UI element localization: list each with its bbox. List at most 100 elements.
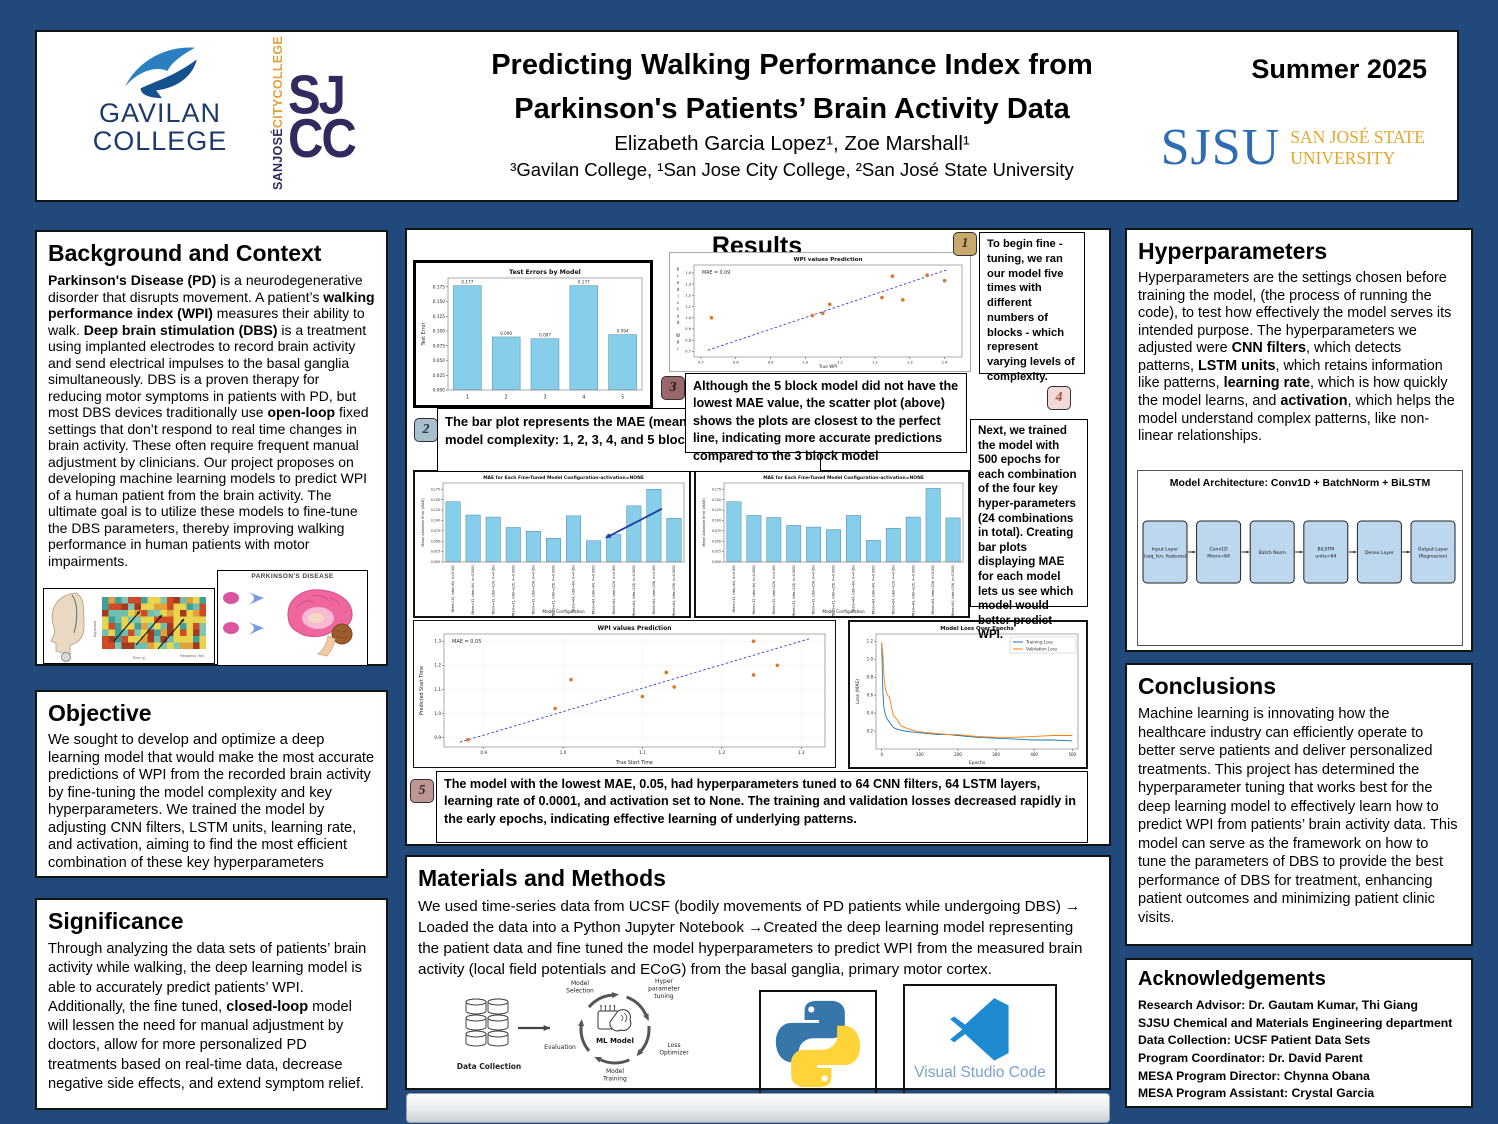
svg-text:0.8: 0.8 [685,338,691,342]
svg-text:1.0: 1.0 [560,750,567,755]
note-3-text: Although the 5 block model did not have … [693,379,959,463]
svg-text:filters=64, lstm=64, lr=0.0001: filters=64, lstm=64, lr=0.0001 [592,565,596,615]
svg-text:0.050: 0.050 [712,539,721,543]
parkinsons-brain-image [223,589,353,657]
svg-text:0.177: 0.177 [578,280,590,285]
bottom-scrollbar[interactable] [406,1093,1110,1123]
svg-text:filters=32, lstm=256, lr=0.000: filters=32, lstm=256, lr=0.0001 [832,565,836,616]
background-body: Parkinson's Disease (PD) is a neurodegen… [48,272,375,569]
svg-text:Input Layer: Input Layer [1152,546,1178,552]
note-5-text: The model with the lowest MAE, 0.05, had… [444,777,1076,826]
svg-text:Mean Absolute Error (MAE): Mean Absolute Error (MAE) [421,498,425,547]
svg-text:WPI values Prediction: WPI values Prediction [794,257,863,263]
svg-text:1.4: 1.4 [942,361,948,365]
sjcc-vertical-text: SANJOSÉCITYCOLLEGE [271,36,285,190]
dbs-head-spectrogram-image: Log power Time (s) Frequency (Hz) [50,592,206,662]
svg-text:Dense Layer: Dense Layer [1365,550,1394,556]
svg-text:filters=32, lstm=128, lr=0.000: filters=32, lstm=128, lr=0.0001 [511,565,515,616]
note-4: Next, we trained the model with 500 epoc… [970,419,1088,641]
note-2-badge: 2 [414,418,438,442]
svg-text:filters=64, lstm=64, lr=0.001: filters=64, lstm=64, lr=0.001 [572,565,576,612]
note-1-text: To begin fine - tuning, we ran our model… [987,238,1075,384]
svg-text:1.2: 1.2 [434,663,441,668]
svg-text:ML Model: ML Model [596,1037,634,1045]
test-errors-bar-chart: 0.000 0.025 0.050 0.075 0.100 0.125 0.150 0.175… [413,260,653,408]
svg-text:1.3: 1.3 [798,750,805,755]
svg-text:e: e [677,280,680,285]
svg-text:1.3: 1.3 [907,361,913,365]
svg-text:filters=64, lstm=128, lr=0.000: filters=64, lstm=128, lr=0.0001 [911,565,915,616]
note-4-badge: 4 [1047,386,1071,410]
svg-text:0.7: 0.7 [685,350,691,354]
svg-text:0.4: 0.4 [867,710,874,715]
svg-text:i: i [677,293,678,298]
hyperparameters-heading: Hyperparameters [1138,238,1328,264]
svg-text:500: 500 [1068,752,1076,757]
note-1-badge: 1 [953,232,977,256]
vscode-logo: Visual Studio Code [903,984,1057,1102]
svg-text:BiLSTM: BiLSTM [1317,546,1334,552]
svg-text:0.100: 0.100 [433,329,446,335]
svg-text:400: 400 [1030,752,1038,757]
authors: Elizabeth Garcia Lopez¹, Zoe Marshall¹ [614,132,970,155]
svg-text:0.125: 0.125 [433,314,446,320]
svg-text:1.2: 1.2 [872,361,878,365]
svg-text:Model Configuration: Model Configuration [822,609,865,614]
svg-text:0.9: 0.9 [685,327,691,331]
svg-text:Mean Absolute Error (MAE): Mean Absolute Error (MAE) [702,498,706,547]
svg-text:d: d [677,287,680,292]
svg-text:filters=32, lstm=128, lr=0.000: filters=32, lstm=128, lr=0.0001 [792,565,796,616]
svg-text:1.1: 1.1 [685,305,691,309]
svg-text:Epochs: Epochs [969,760,986,766]
affiliations: ³Gavilan College, ¹San Jose City College… [510,159,1074,180]
svg-text:0.2: 0.2 [867,728,874,733]
svg-text:Time (s): Time (s) [132,656,146,660]
svg-text:0.6: 0.6 [867,692,874,697]
note-5: The model with the lowest MAE, 0.05, had… [436,771,1088,843]
svg-text:filters=64, lstm=128, lr=0.000: filters=64, lstm=128, lr=0.0001 [632,565,636,616]
svg-text:2: 2 [505,394,508,400]
svg-text:t: t [677,307,679,312]
svg-text:300: 300 [992,752,1000,757]
svg-text:0.9: 0.9 [480,750,487,755]
svg-text:100: 100 [916,752,924,757]
sjsu-wordmark-line2: UNIVERSITY [1290,147,1396,168]
svg-text:filters=32, lstm=64, lr=0.0001: filters=32, lstm=64, lr=0.0001 [752,565,756,615]
ml-workflow-diagram: Data Collection Model Selection Hyper parame… [452,973,697,1085]
mae-config-bar-chart-right: 0.000 0.025 0.050 0.075 0.100 0.125 0.150 0.175… [694,470,970,618]
acknowledgements-section: Acknowledgements Research Advisor: Dr. G… [1125,958,1473,1108]
svg-text:Batch Norm: Batch Norm [1259,550,1287,556]
vscode-icon [950,998,1009,1061]
svg-text:Model Configuration: Model Configuration [542,609,585,614]
mae-config-bar-chart-left: 0.000 0.025 0.050 0.075 0.100 0.125 0.150 0.175… [413,470,691,618]
svg-text:0.025: 0.025 [712,550,721,554]
svg-text:0.025: 0.025 [433,373,446,379]
svg-text:Training: Training [602,1076,627,1083]
svg-text:3: 3 [543,394,546,400]
svg-text:units=64: units=64 [1315,553,1336,559]
svg-text:1.2: 1.2 [718,750,725,755]
significance-heading: Significance [48,908,184,934]
svg-text:0.8: 0.8 [733,361,739,365]
svg-text:Conv1D: Conv1D [1210,546,1229,552]
svg-text:Loss: Loss [667,1042,680,1049]
conclusions-body: Machine learning is innovating how the h… [1138,706,1458,926]
ack-line: MESA Program Assistant: Crystal Garcia [1138,1086,1375,1101]
svg-text:(Regression): (Regression) [1419,553,1448,559]
svg-text:filters=32, lstm=256, lr=0.000: filters=32, lstm=256, lr=0.0001 [552,565,556,616]
svg-text:0.050: 0.050 [431,539,440,543]
svg-text:0.075: 0.075 [433,343,446,349]
significance-body: Through analyzing the data sets of patie… [48,941,367,1092]
ack-line: Research Advisor: Dr. Gautam Kumar, Thi … [1138,998,1418,1012]
gavilan-college-logo: GAVILAN COLLEGE [65,38,255,196]
significance-section: Significance Through analyzing the data … [35,898,388,1110]
svg-text:0.100: 0.100 [712,519,721,523]
svg-text:5: 5 [621,394,624,400]
python-icon [775,1000,861,1088]
materials-section: Materials and Methods We used time-serie… [405,855,1111,1102]
svg-text:MAE for Each Fine-Tuned Model: MAE for Each Fine-Tuned Model Configurat… [483,475,644,481]
vscode-label: Visual Studio Code [914,1064,1046,1081]
svg-text:filters=32, lstm=64, lr=0.0001: filters=32, lstm=64, lr=0.0001 [471,565,475,615]
svg-text:0.087: 0.087 [539,333,551,338]
background-section: Background and Context Parkinson's Disea… [35,230,388,666]
